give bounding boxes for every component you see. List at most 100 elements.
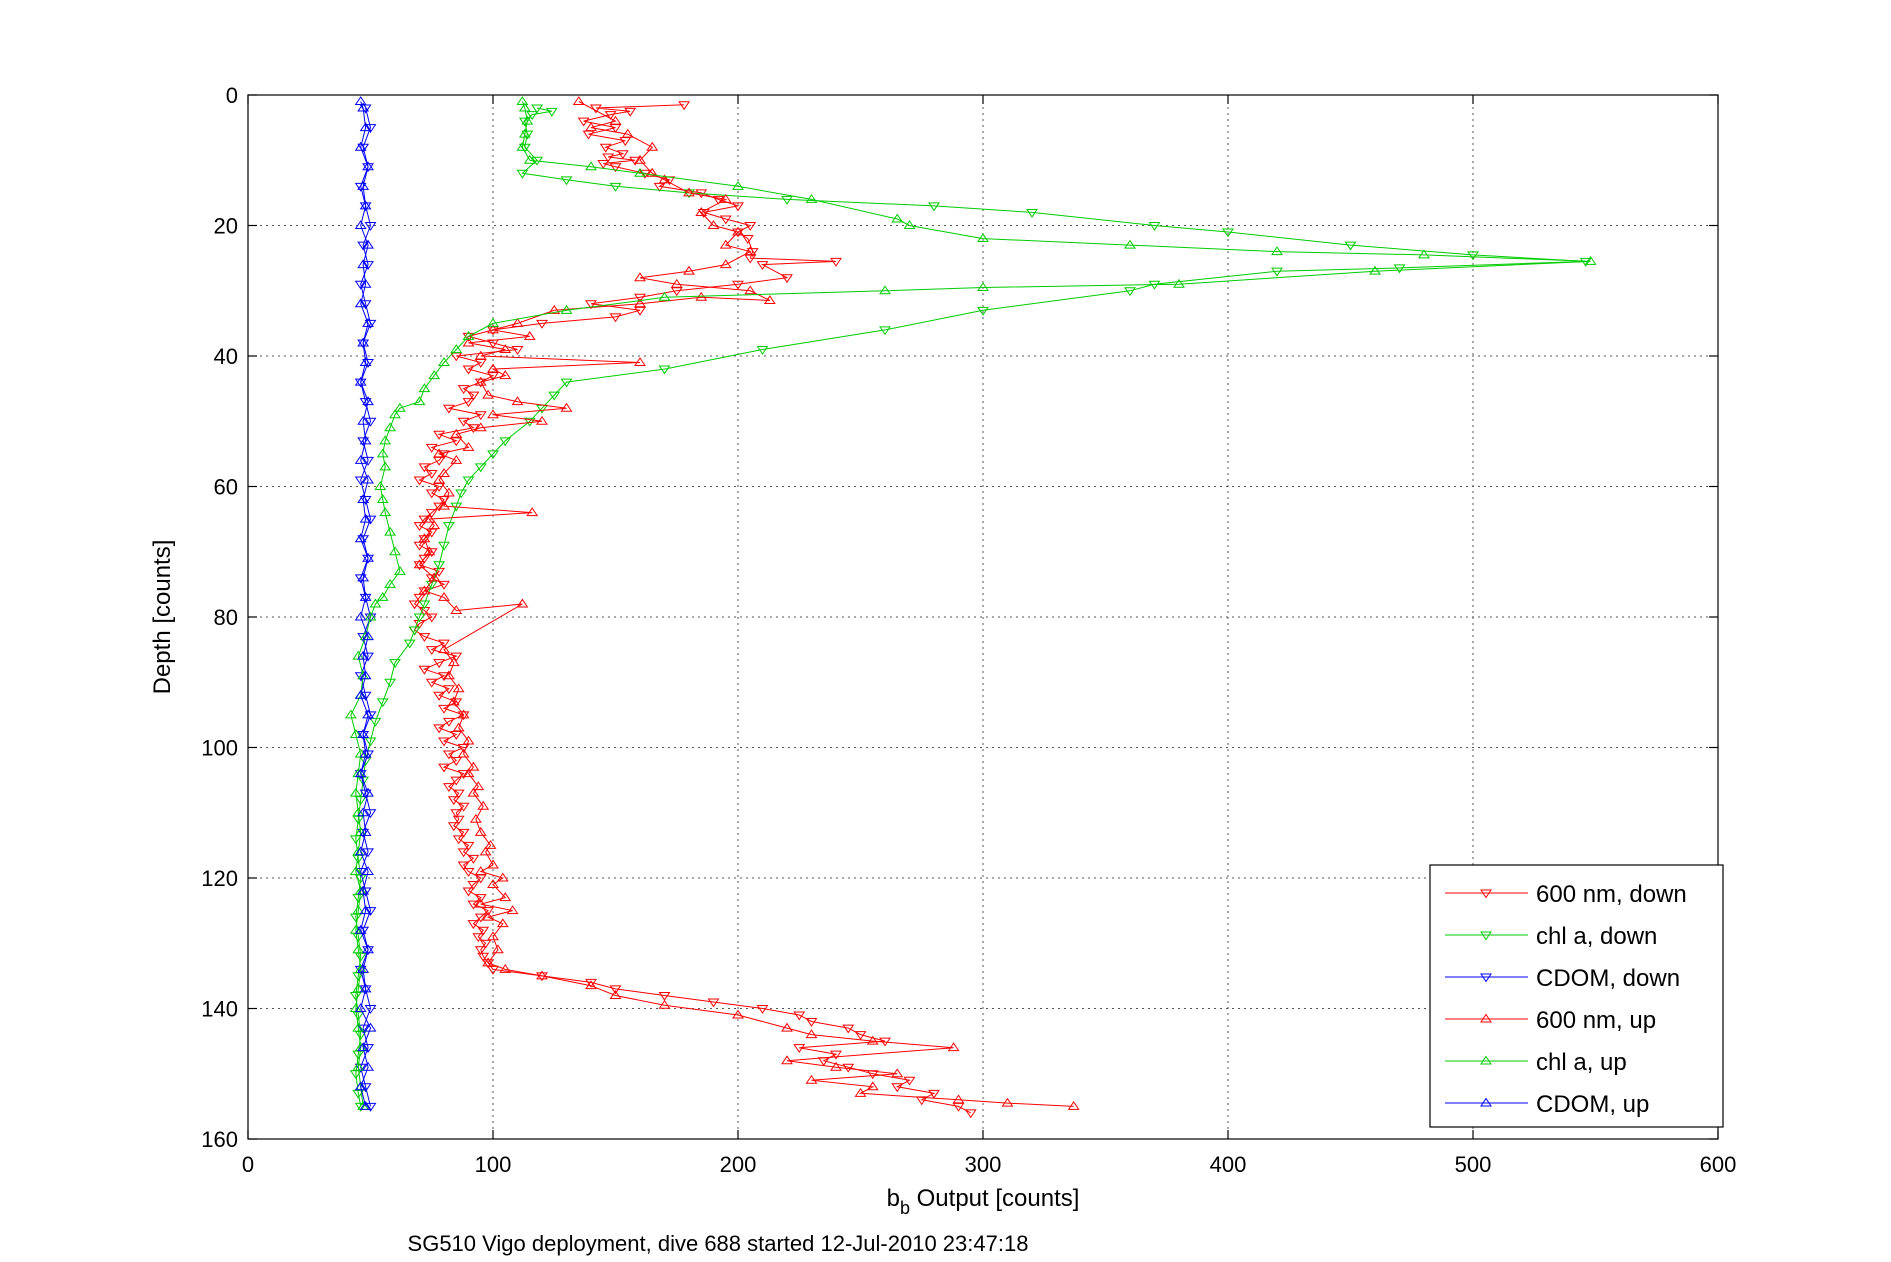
data-point xyxy=(678,101,691,111)
data-point xyxy=(408,626,421,636)
data-point xyxy=(487,324,499,334)
data-point xyxy=(891,213,904,223)
data-point xyxy=(511,345,524,355)
data-point xyxy=(354,280,367,290)
data-point xyxy=(670,278,683,288)
data-point xyxy=(452,815,465,825)
data-point xyxy=(474,874,487,884)
data-point xyxy=(474,866,487,875)
data-point xyxy=(413,593,426,603)
data-point xyxy=(1148,222,1161,231)
data-point xyxy=(364,613,377,623)
data-point xyxy=(474,894,487,903)
series-600-nm-up xyxy=(413,96,1080,1110)
data-point xyxy=(634,298,646,308)
data-point xyxy=(482,911,495,921)
data-point xyxy=(433,502,446,512)
data-point xyxy=(362,317,374,327)
data-point xyxy=(744,246,757,256)
data-point xyxy=(438,500,450,510)
y-axis-label: Depth [counts] xyxy=(149,540,176,695)
data-point xyxy=(359,826,372,836)
data-point xyxy=(487,372,499,381)
data-point xyxy=(357,241,370,251)
data-point xyxy=(879,326,891,336)
data-point xyxy=(354,220,367,229)
data-point xyxy=(359,670,372,680)
data-point xyxy=(354,476,367,486)
legend-box xyxy=(1429,864,1724,1128)
data-point xyxy=(384,526,397,536)
data-point xyxy=(364,222,377,231)
data-point xyxy=(376,698,389,708)
legend-marker xyxy=(1480,973,1492,983)
data-point xyxy=(354,298,367,308)
data-point xyxy=(354,1003,367,1012)
data-point xyxy=(634,357,646,367)
data-point xyxy=(354,874,367,884)
data-point xyxy=(548,391,561,401)
data-point xyxy=(362,652,374,662)
data-point xyxy=(462,841,475,851)
data-point xyxy=(362,239,374,249)
data-point xyxy=(362,474,374,484)
data-point xyxy=(521,115,534,125)
data-point xyxy=(393,402,406,412)
data-point xyxy=(376,494,389,504)
data-point xyxy=(518,102,531,112)
data-point xyxy=(418,633,431,642)
data-point xyxy=(413,541,426,551)
y-tick-label: 80 xyxy=(214,605,238,630)
data-point xyxy=(487,317,499,327)
data-point xyxy=(467,900,480,910)
data-point xyxy=(352,983,365,993)
data-point xyxy=(438,763,450,773)
data-point xyxy=(442,685,455,695)
data-point xyxy=(732,226,744,236)
data-point xyxy=(462,398,475,408)
data-point xyxy=(433,474,446,484)
data-point xyxy=(516,598,529,608)
data-point xyxy=(433,691,446,701)
data-point xyxy=(756,1005,769,1014)
data-point xyxy=(467,761,480,771)
data-point xyxy=(413,476,426,486)
x-tick-label: 500 xyxy=(1455,1152,1492,1177)
data-point xyxy=(457,861,470,871)
data-point xyxy=(744,254,757,264)
data-point xyxy=(516,141,529,151)
data-point xyxy=(457,748,470,758)
data-point xyxy=(599,143,612,153)
data-point xyxy=(560,304,573,314)
data-point xyxy=(438,672,450,682)
data-point xyxy=(830,1050,842,1060)
data-point xyxy=(712,195,725,205)
data-point xyxy=(450,776,463,786)
data-point xyxy=(830,1061,842,1071)
data-point xyxy=(349,991,362,1001)
data-point xyxy=(359,1083,372,1093)
data-point xyxy=(526,507,539,517)
data-point xyxy=(467,854,480,864)
series-cdom-up xyxy=(354,96,377,1110)
data-point xyxy=(423,546,436,556)
data-point xyxy=(418,533,431,543)
x-tick-label: 100 xyxy=(475,1152,512,1177)
data-point xyxy=(1026,208,1038,218)
data-point xyxy=(1124,239,1136,249)
data-point xyxy=(585,300,597,310)
data-point xyxy=(450,344,463,353)
data-point xyxy=(349,1070,362,1080)
data-point xyxy=(359,513,372,523)
data-point xyxy=(369,717,382,727)
x-axis-label-subscript: b xyxy=(900,1198,910,1218)
data-point xyxy=(1124,287,1136,297)
data-point xyxy=(487,931,499,941)
data-point xyxy=(357,729,370,738)
data-point xyxy=(477,952,490,962)
data-point xyxy=(352,933,365,943)
data-point xyxy=(359,435,372,445)
data-point xyxy=(474,898,487,908)
data-point xyxy=(952,1094,965,1104)
data-point xyxy=(487,879,499,889)
